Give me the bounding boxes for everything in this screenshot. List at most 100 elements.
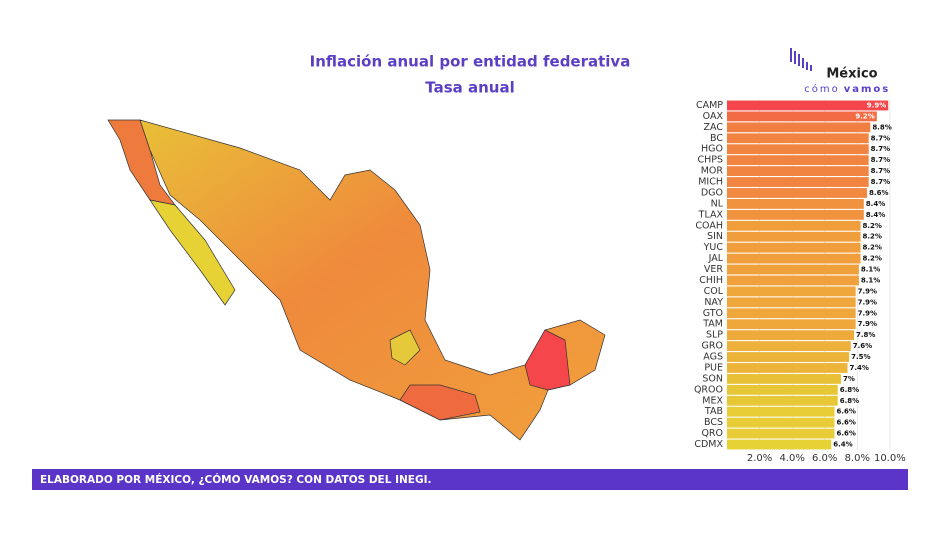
- value-label: 8.1%: [861, 266, 880, 274]
- logo-tag: vamos: [844, 84, 891, 95]
- value-label: 8.8%: [872, 123, 891, 131]
- value-label: 8.7%: [871, 156, 890, 164]
- y-tick-label: BC: [710, 133, 723, 144]
- value-label: 6.6%: [836, 408, 855, 416]
- y-tick-label: CHPS: [697, 155, 723, 166]
- bar: [727, 319, 856, 330]
- map-baja-sur: [149, 199, 236, 306]
- value-label: 8.7%: [871, 145, 890, 153]
- y-tick-label: CAMP: [696, 100, 723, 111]
- y-tick-label: TAM: [702, 319, 723, 330]
- value-label: 6.8%: [840, 386, 859, 394]
- value-label: 7.8%: [856, 331, 875, 339]
- bar: [727, 373, 841, 384]
- bar: [727, 308, 856, 319]
- x-tick-label: 6.0%: [812, 453, 837, 464]
- map-campeche: [524, 329, 571, 391]
- bar: [727, 384, 838, 395]
- bar: [727, 275, 859, 286]
- y-tick-label: SLP: [706, 330, 723, 341]
- map-mainland: [139, 119, 606, 441]
- bar: [727, 395, 838, 406]
- value-label: 7.9%: [858, 320, 877, 328]
- bar: [727, 100, 889, 111]
- map-oaxaca: [399, 384, 481, 421]
- value-label: 8.4%: [866, 211, 885, 219]
- x-tick-label: 8.0%: [845, 453, 870, 464]
- bar: [727, 406, 835, 417]
- bar: [727, 428, 835, 439]
- value-label: 8.2%: [863, 244, 882, 252]
- value-label: 7%: [843, 375, 855, 383]
- value-label: 7.5%: [851, 353, 870, 361]
- bar: [727, 188, 868, 198]
- value-label: 7.4%: [850, 364, 869, 372]
- footer-text: ELABORADO POR MÉXICO, ¿CÓMO VAMOS? CON D…: [40, 473, 431, 486]
- chart-title: Inflación anual por entidad federativa: [310, 53, 631, 71]
- value-label: 8.2%: [863, 255, 882, 263]
- bar: [727, 155, 869, 166]
- bar: [727, 264, 859, 275]
- bar: [727, 231, 861, 242]
- logo-icon: [790, 48, 812, 71]
- bar: [727, 122, 871, 133]
- bar: [727, 341, 851, 352]
- bar: [727, 242, 861, 253]
- y-tick-label: CDMX: [694, 439, 723, 450]
- value-label: 7.9%: [858, 298, 877, 306]
- bar: [727, 330, 855, 341]
- y-tick-label: MICH: [698, 177, 723, 188]
- map: [107, 119, 606, 441]
- y-tick-label: MOR: [701, 166, 724, 177]
- y-tick-label: COL: [704, 286, 724, 297]
- bar: [727, 111, 877, 122]
- value-label: 8.7%: [871, 167, 890, 175]
- value-label: 7.9%: [858, 309, 877, 317]
- y-tick-label: SIN: [707, 231, 723, 242]
- value-label: 6.8%: [840, 397, 859, 405]
- y-tick-label: AGS: [703, 352, 723, 363]
- value-label: 8.7%: [871, 134, 890, 142]
- value-label: 8.2%: [863, 233, 882, 241]
- bar: [727, 297, 856, 308]
- y-tick-label: DGO: [701, 187, 723, 198]
- y-tick-label: BCS: [704, 417, 723, 428]
- y-tick-label: NAY: [704, 297, 723, 308]
- bar: [727, 363, 848, 373]
- y-tick-label: TLAX: [698, 209, 724, 220]
- y-tick-label: GRO: [702, 341, 723, 352]
- bar: [727, 352, 850, 362]
- y-tick-label: PUE: [704, 362, 723, 373]
- bar: [727, 220, 861, 231]
- chart-subtitle: Tasa anual: [425, 79, 514, 97]
- value-label: 7.6%: [853, 342, 872, 350]
- bar: [727, 133, 869, 144]
- y-tick-label: SON: [702, 373, 723, 384]
- value-label: 9.2%: [855, 112, 874, 120]
- y-tick-label: ZAC: [704, 122, 724, 133]
- y-tick-label: COAH: [695, 220, 723, 231]
- logo: México cómo vamos: [790, 48, 891, 95]
- bar: [727, 144, 869, 155]
- map-centro: [389, 329, 421, 366]
- value-label: 8.6%: [869, 189, 888, 197]
- value-label: 7.9%: [858, 287, 877, 295]
- x-tick-label: 2.0%: [747, 453, 772, 464]
- bar: [727, 417, 835, 428]
- y-tick-label: JAL: [708, 253, 724, 264]
- value-label: 8.4%: [866, 200, 885, 208]
- y-tick-label: VER: [704, 264, 724, 275]
- x-tick-label: 4.0%: [779, 453, 804, 464]
- bar: [727, 166, 869, 177]
- y-tick-label: NL: [711, 198, 724, 209]
- bar: [727, 209, 864, 220]
- bar: [727, 198, 864, 209]
- x-tick-label: 10.0%: [874, 453, 906, 464]
- value-label: 8.2%: [863, 222, 882, 230]
- value-label: 8.1%: [861, 276, 880, 284]
- value-label: 8.7%: [871, 178, 890, 186]
- bar: [727, 177, 869, 187]
- y-tick-label: QROO: [694, 384, 723, 395]
- value-label: 9.9%: [867, 101, 886, 109]
